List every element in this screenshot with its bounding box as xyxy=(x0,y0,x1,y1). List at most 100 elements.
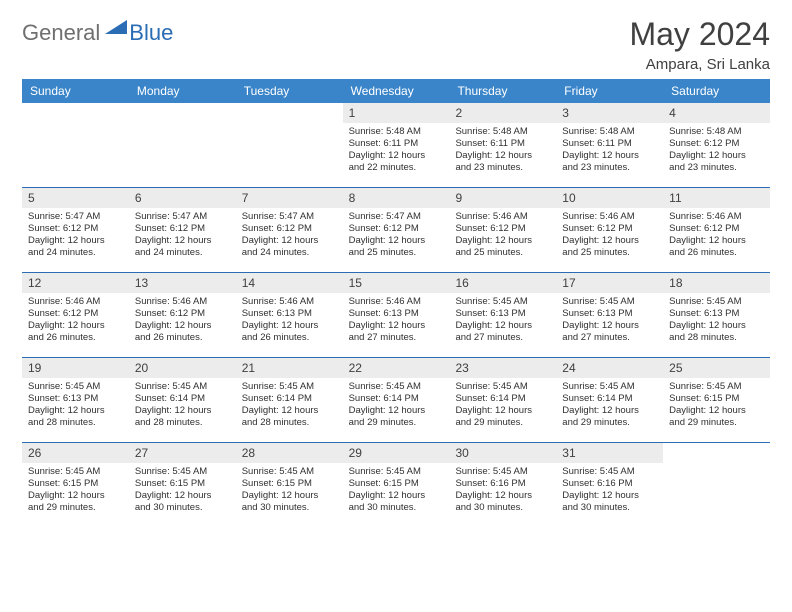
weeks-container: 1Sunrise: 5:48 AMSunset: 6:11 PMDaylight… xyxy=(22,103,770,527)
day-cell: 24Sunrise: 5:45 AMSunset: 6:14 PMDayligh… xyxy=(556,358,663,442)
daylight-text: Daylight: 12 hours and 30 minutes. xyxy=(455,490,550,514)
day-number: 14 xyxy=(236,273,343,293)
sunrise-text: Sunrise: 5:48 AM xyxy=(455,126,550,138)
sunset-text: Sunset: 6:13 PM xyxy=(455,308,550,320)
daylight-text: Daylight: 12 hours and 23 minutes. xyxy=(562,150,657,174)
day-number: 28 xyxy=(236,443,343,463)
dayhead-fri: Friday xyxy=(556,79,663,103)
day-body: Sunrise: 5:46 AMSunset: 6:12 PMDaylight:… xyxy=(22,293,129,348)
sunrise-text: Sunrise: 5:46 AM xyxy=(349,296,444,308)
dayhead-sun: Sunday xyxy=(22,79,129,103)
sunset-text: Sunset: 6:12 PM xyxy=(669,138,764,150)
day-cell: 26Sunrise: 5:45 AMSunset: 6:15 PMDayligh… xyxy=(22,443,129,527)
sunrise-text: Sunrise: 5:45 AM xyxy=(28,466,123,478)
sunrise-text: Sunrise: 5:45 AM xyxy=(455,466,550,478)
daylight-text: Daylight: 12 hours and 30 minutes. xyxy=(562,490,657,514)
day-cell xyxy=(663,443,770,527)
day-number: 17 xyxy=(556,273,663,293)
day-number: 26 xyxy=(22,443,129,463)
day-cell: 23Sunrise: 5:45 AMSunset: 6:14 PMDayligh… xyxy=(449,358,556,442)
sunset-text: Sunset: 6:11 PM xyxy=(562,138,657,150)
day-number: 8 xyxy=(343,188,450,208)
day-number: 10 xyxy=(556,188,663,208)
day-number: 30 xyxy=(449,443,556,463)
sunrise-text: Sunrise: 5:47 AM xyxy=(349,211,444,223)
week-row: 1Sunrise: 5:48 AMSunset: 6:11 PMDaylight… xyxy=(22,103,770,188)
day-body: Sunrise: 5:45 AMSunset: 6:13 PMDaylight:… xyxy=(449,293,556,348)
sunset-text: Sunset: 6:13 PM xyxy=(562,308,657,320)
day-body: Sunrise: 5:47 AMSunset: 6:12 PMDaylight:… xyxy=(129,208,236,263)
day-body: Sunrise: 5:46 AMSunset: 6:12 PMDaylight:… xyxy=(129,293,236,348)
sunset-text: Sunset: 6:14 PM xyxy=(349,393,444,405)
dayhead-mon: Monday xyxy=(129,79,236,103)
sunrise-text: Sunrise: 5:45 AM xyxy=(135,381,230,393)
sunrise-text: Sunrise: 5:45 AM xyxy=(242,466,337,478)
day-number: 4 xyxy=(663,103,770,123)
logo-triangle-icon xyxy=(105,18,127,39)
daylight-text: Daylight: 12 hours and 30 minutes. xyxy=(242,490,337,514)
day-body: Sunrise: 5:45 AMSunset: 6:15 PMDaylight:… xyxy=(663,378,770,433)
daylight-text: Daylight: 12 hours and 29 minutes. xyxy=(349,405,444,429)
day-number: 3 xyxy=(556,103,663,123)
day-body: Sunrise: 5:47 AMSunset: 6:12 PMDaylight:… xyxy=(22,208,129,263)
day-body: Sunrise: 5:45 AMSunset: 6:14 PMDaylight:… xyxy=(343,378,450,433)
day-cell: 5Sunrise: 5:47 AMSunset: 6:12 PMDaylight… xyxy=(22,188,129,272)
sunrise-text: Sunrise: 5:48 AM xyxy=(669,126,764,138)
day-body: Sunrise: 5:45 AMSunset: 6:16 PMDaylight:… xyxy=(556,463,663,518)
daylight-text: Daylight: 12 hours and 28 minutes. xyxy=(135,405,230,429)
day-cell: 20Sunrise: 5:45 AMSunset: 6:14 PMDayligh… xyxy=(129,358,236,442)
sunrise-text: Sunrise: 5:46 AM xyxy=(669,211,764,223)
sunrise-text: Sunrise: 5:47 AM xyxy=(28,211,123,223)
day-cell: 15Sunrise: 5:46 AMSunset: 6:13 PMDayligh… xyxy=(343,273,450,357)
sunset-text: Sunset: 6:12 PM xyxy=(28,308,123,320)
day-cell xyxy=(129,103,236,187)
day-number: 20 xyxy=(129,358,236,378)
day-body: Sunrise: 5:45 AMSunset: 6:13 PMDaylight:… xyxy=(663,293,770,348)
sunrise-text: Sunrise: 5:45 AM xyxy=(455,381,550,393)
page-title: May 2024 xyxy=(629,18,770,50)
logo: General Blue xyxy=(22,18,173,47)
day-cell: 22Sunrise: 5:45 AMSunset: 6:14 PMDayligh… xyxy=(343,358,450,442)
day-body: Sunrise: 5:45 AMSunset: 6:14 PMDaylight:… xyxy=(449,378,556,433)
title-block: May 2024 Ampara, Sri Lanka xyxy=(629,18,770,73)
sunset-text: Sunset: 6:15 PM xyxy=(349,478,444,490)
day-cell: 11Sunrise: 5:46 AMSunset: 6:12 PMDayligh… xyxy=(663,188,770,272)
sunset-text: Sunset: 6:12 PM xyxy=(455,223,550,235)
daylight-text: Daylight: 12 hours and 24 minutes. xyxy=(242,235,337,259)
day-number: 22 xyxy=(343,358,450,378)
sunset-text: Sunset: 6:12 PM xyxy=(135,223,230,235)
sunset-text: Sunset: 6:12 PM xyxy=(135,308,230,320)
day-number: 24 xyxy=(556,358,663,378)
dayhead-thu: Thursday xyxy=(449,79,556,103)
day-cell: 18Sunrise: 5:45 AMSunset: 6:13 PMDayligh… xyxy=(663,273,770,357)
day-number: 1 xyxy=(343,103,450,123)
daylight-text: Daylight: 12 hours and 24 minutes. xyxy=(135,235,230,259)
daylight-text: Daylight: 12 hours and 22 minutes. xyxy=(349,150,444,174)
day-body: Sunrise: 5:46 AMSunset: 6:12 PMDaylight:… xyxy=(449,208,556,263)
day-body: Sunrise: 5:48 AMSunset: 6:12 PMDaylight:… xyxy=(663,123,770,178)
sunset-text: Sunset: 6:13 PM xyxy=(28,393,123,405)
sunrise-text: Sunrise: 5:46 AM xyxy=(455,211,550,223)
day-body: Sunrise: 5:45 AMSunset: 6:15 PMDaylight:… xyxy=(236,463,343,518)
day-cell: 21Sunrise: 5:45 AMSunset: 6:14 PMDayligh… xyxy=(236,358,343,442)
sunrise-text: Sunrise: 5:45 AM xyxy=(669,381,764,393)
sunrise-text: Sunrise: 5:45 AM xyxy=(455,296,550,308)
calendar-grid: Sunday Monday Tuesday Wednesday Thursday… xyxy=(22,79,770,527)
sunset-text: Sunset: 6:13 PM xyxy=(349,308,444,320)
day-cell: 13Sunrise: 5:46 AMSunset: 6:12 PMDayligh… xyxy=(129,273,236,357)
day-body: Sunrise: 5:45 AMSunset: 6:14 PMDaylight:… xyxy=(556,378,663,433)
day-cell xyxy=(22,103,129,187)
day-cell: 12Sunrise: 5:46 AMSunset: 6:12 PMDayligh… xyxy=(22,273,129,357)
week-row: 12Sunrise: 5:46 AMSunset: 6:12 PMDayligh… xyxy=(22,273,770,358)
sunset-text: Sunset: 6:15 PM xyxy=(669,393,764,405)
sunrise-text: Sunrise: 5:47 AM xyxy=(242,211,337,223)
day-cell: 14Sunrise: 5:46 AMSunset: 6:13 PMDayligh… xyxy=(236,273,343,357)
sunrise-text: Sunrise: 5:45 AM xyxy=(349,466,444,478)
daylight-text: Daylight: 12 hours and 29 minutes. xyxy=(669,405,764,429)
sunset-text: Sunset: 6:11 PM xyxy=(455,138,550,150)
daylight-text: Daylight: 12 hours and 23 minutes. xyxy=(669,150,764,174)
day-cell: 27Sunrise: 5:45 AMSunset: 6:15 PMDayligh… xyxy=(129,443,236,527)
dayhead-wed: Wednesday xyxy=(343,79,450,103)
daylight-text: Daylight: 12 hours and 26 minutes. xyxy=(135,320,230,344)
daylight-text: Daylight: 12 hours and 26 minutes. xyxy=(669,235,764,259)
